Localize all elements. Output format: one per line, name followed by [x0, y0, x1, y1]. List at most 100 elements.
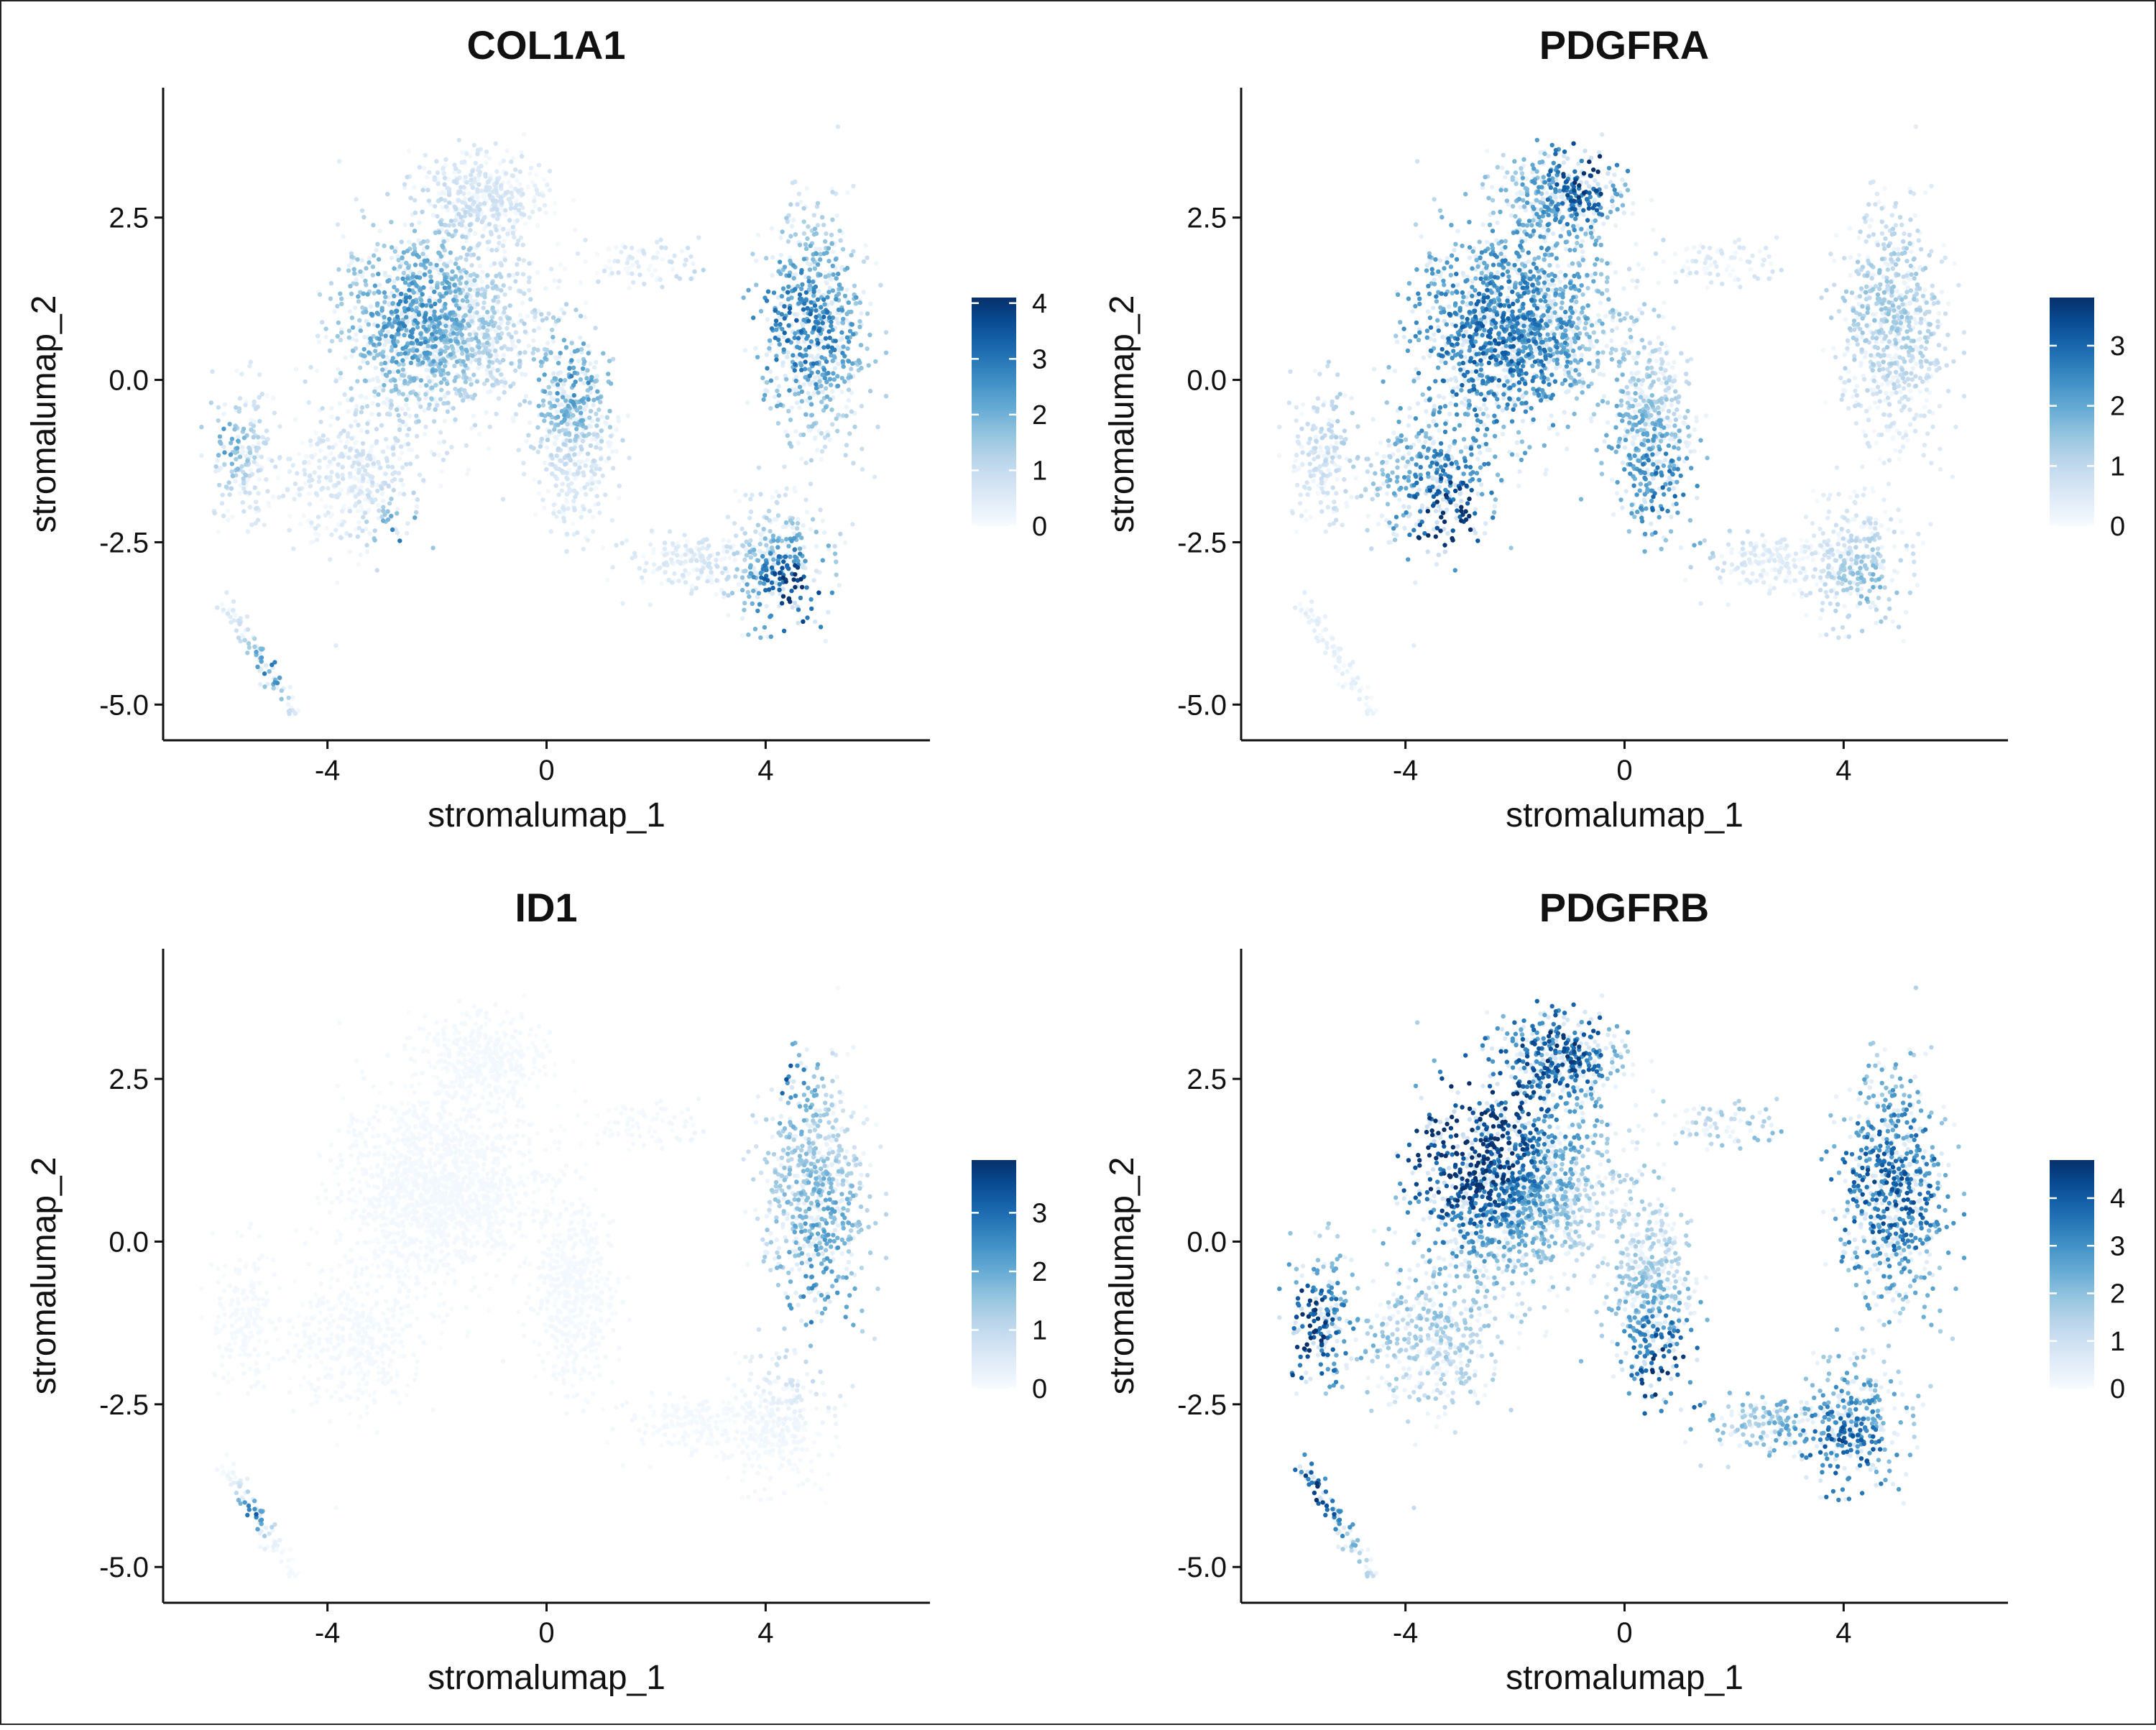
data-point: [421, 285, 425, 290]
data-point: [540, 318, 545, 322]
data-point: [548, 351, 553, 355]
data-point: [781, 594, 786, 599]
data-point: [790, 525, 794, 530]
data-point: [241, 509, 246, 513]
data-point: [543, 356, 547, 360]
data-point: [218, 440, 222, 444]
data-point: [461, 359, 465, 364]
data-point: [573, 228, 577, 232]
data-point: [806, 224, 810, 229]
data-point: [722, 556, 727, 561]
data-point: [541, 403, 545, 408]
data-point: [596, 280, 600, 284]
data-point: [765, 578, 770, 582]
data-point: [262, 671, 267, 676]
data-point: [229, 452, 233, 456]
data-point: [349, 254, 354, 259]
data-point: [791, 577, 796, 581]
data-point: [349, 397, 354, 402]
data-point: [813, 226, 817, 231]
data-point: [1821, 348, 1825, 352]
data-point: [528, 215, 532, 219]
data-point: [362, 347, 367, 351]
data-point: [683, 559, 687, 563]
data-point: [344, 445, 348, 449]
data-point: [441, 368, 445, 372]
data-point: [1344, 501, 1348, 505]
data-point: [1340, 684, 1345, 689]
data-point: [1708, 263, 1713, 267]
data-point: [557, 402, 561, 407]
data-point: [801, 307, 806, 311]
data-point: [294, 367, 298, 372]
data-point: [475, 152, 479, 156]
data-point: [571, 401, 576, 405]
data-point: [231, 599, 236, 604]
data-point: [701, 268, 706, 272]
data-point: [1805, 538, 1809, 543]
data-point: [377, 229, 382, 234]
data-point: [606, 441, 610, 445]
data-point: [1664, 344, 1668, 348]
data-point: [328, 423, 333, 428]
data-point: [405, 276, 410, 280]
data-point: [750, 493, 754, 497]
data-point: [317, 459, 321, 463]
data-point: [371, 273, 375, 277]
data-point: [740, 633, 745, 638]
data-point: [586, 538, 590, 542]
data-point: [775, 389, 779, 393]
data-point: [543, 203, 547, 207]
data-point: [494, 170, 499, 174]
data-point: [260, 435, 264, 439]
data-point: [413, 229, 417, 233]
data-point: [348, 309, 352, 313]
data-point: [823, 445, 827, 449]
data-point: [356, 299, 361, 303]
data-point: [307, 492, 311, 496]
data-point: [433, 344, 437, 349]
data-point: [243, 402, 247, 407]
data-point: [1719, 580, 1723, 584]
data-point: [348, 471, 352, 476]
data-point: [372, 253, 376, 257]
data-point: [418, 473, 422, 477]
data-point: [602, 269, 607, 273]
data-point: [787, 388, 791, 392]
data-point: [329, 493, 333, 497]
data-point: [571, 499, 576, 503]
data-point: [474, 336, 478, 340]
data-point: [415, 454, 419, 459]
data-point: [849, 310, 853, 314]
data-point: [453, 262, 458, 266]
data-point: [356, 470, 361, 474]
data-point: [252, 645, 257, 649]
data-point: [358, 270, 362, 274]
data-point: [1815, 582, 1819, 586]
data-point: [357, 452, 361, 456]
data-point: [375, 568, 379, 572]
data-point: [627, 266, 631, 270]
data-point: [838, 532, 842, 536]
data-point: [831, 264, 835, 268]
data-point: [581, 367, 585, 371]
data-point: [491, 198, 495, 203]
data-point: [579, 314, 583, 318]
data-point: [860, 404, 864, 408]
data-point: [816, 591, 821, 595]
data-point: [834, 416, 839, 420]
data-point: [328, 296, 333, 300]
data-point: [324, 475, 328, 479]
data-point: [680, 249, 684, 253]
data-point: [824, 359, 829, 364]
data-point: [229, 487, 234, 491]
data-point: [642, 569, 647, 573]
data-point: [1342, 393, 1347, 397]
data-point: [770, 566, 774, 570]
data-point: [836, 362, 840, 366]
data-point: [1596, 313, 1600, 317]
data-point: [324, 526, 328, 530]
data-point: [564, 476, 568, 480]
data-point: [264, 663, 268, 668]
data-point: [747, 594, 751, 599]
